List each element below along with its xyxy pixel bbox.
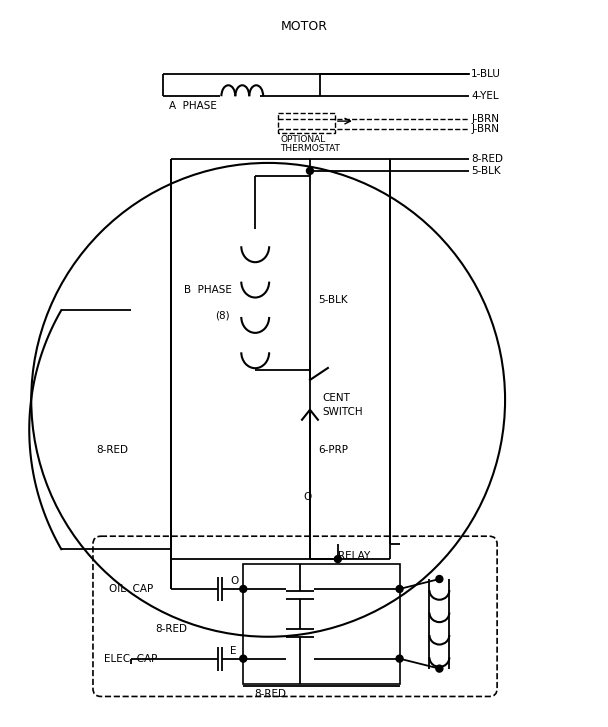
- Text: 8-RED: 8-RED: [254, 688, 286, 699]
- Text: 1-BLU: 1-BLU: [471, 69, 501, 79]
- Text: 8-RED: 8-RED: [156, 624, 188, 634]
- Text: 5-BLK: 5-BLK: [471, 166, 501, 176]
- Text: B  PHASE: B PHASE: [184, 285, 232, 295]
- Text: CENT: CENT: [322, 393, 350, 403]
- Circle shape: [240, 655, 247, 662]
- Text: SWITCH: SWITCH: [322, 407, 362, 417]
- Text: OIL  CAP: OIL CAP: [109, 584, 153, 594]
- Text: (8): (8): [215, 310, 230, 320]
- Text: O: O: [230, 576, 238, 586]
- Text: 8-RED: 8-RED: [471, 154, 503, 164]
- Circle shape: [334, 555, 341, 563]
- Text: OPTIONAL: OPTIONAL: [280, 135, 325, 144]
- Text: RELAY: RELAY: [338, 551, 370, 561]
- Text: ELEC  CAP: ELEC CAP: [104, 654, 157, 664]
- Circle shape: [396, 655, 403, 662]
- Text: A  PHASE: A PHASE: [168, 101, 216, 111]
- Circle shape: [436, 576, 443, 582]
- Text: J-BRN: J-BRN: [471, 114, 499, 124]
- Circle shape: [306, 167, 314, 174]
- Circle shape: [396, 585, 403, 593]
- Circle shape: [240, 585, 247, 593]
- Text: 4-YEL: 4-YEL: [471, 91, 499, 101]
- Bar: [278, 113, 335, 133]
- Circle shape: [436, 665, 443, 672]
- Bar: [243, 564, 399, 683]
- Text: 6-PRP: 6-PRP: [318, 445, 348, 454]
- Text: 8-RED: 8-RED: [96, 445, 128, 454]
- Text: THERMOSTAT: THERMOSTAT: [280, 144, 340, 153]
- Text: MOTOR: MOTOR: [280, 20, 328, 33]
- Text: 5-BLK: 5-BLK: [318, 295, 348, 305]
- Text: J-BRN: J-BRN: [471, 124, 499, 134]
- Text: O: O: [303, 492, 311, 502]
- Text: E: E: [230, 646, 237, 656]
